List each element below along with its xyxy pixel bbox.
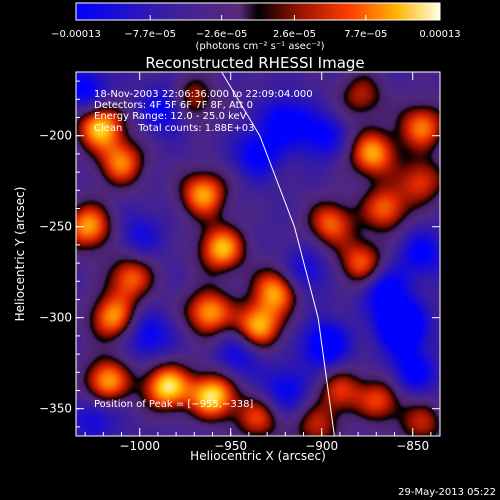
y-tick-label: −200 — [39, 129, 72, 143]
annotation-clean-counts: Clean Total counts: 1.88E+03 — [94, 123, 254, 134]
plot-frame — [75, 71, 441, 437]
colorbar-tick-label: 0.00013 — [419, 29, 460, 40]
colorbar-tick-label: 2.6e−05 — [273, 29, 316, 40]
x-axis-label: Heliocentric X (arcsec) — [190, 449, 326, 463]
colorbar-units: (photons cm⁻² s⁻¹ asec⁻²) — [195, 41, 324, 52]
colorbar-frame — [75, 2, 441, 21]
x-tick-label: −850 — [396, 439, 429, 453]
solar-limb-line — [221, 71, 335, 437]
footer-timestamp: 29-May-2013 05:22 — [398, 487, 496, 498]
y-tick-label: −250 — [39, 220, 72, 234]
x-tick-label: −1000 — [119, 439, 160, 453]
y-tick-label: −300 — [39, 311, 72, 325]
chart-title: Reconstructed RHESSI Image — [145, 54, 364, 72]
colorbar: −0.00013 −7.7e−05 −2.6e−05 2.6e−05 7.7e−05 0.… — [51, 2, 461, 52]
colorbar-tick-label: −7.7e−05 — [124, 29, 176, 40]
colorbar-ramp — [76, 3, 440, 20]
annotation-detectors: Detectors: 4F 5F 6F 7F 8F, Att 0 — [94, 100, 253, 111]
colorbar-tick-label: −2.6e−05 — [196, 29, 248, 40]
annotation-time-range: 18-Nov-2003 22:06:36.000 to 22:09:04.000 — [94, 89, 313, 100]
annotation-energy-range: Energy Range: 12.0 - 25.0 keV — [94, 111, 247, 122]
x-tick-label: −950 — [214, 439, 247, 453]
y-axis-label: Heliocentric Y (arcsec) — [13, 187, 27, 322]
colorbar-tick-label: 7.7e−05 — [344, 29, 387, 40]
y-tick-label: −350 — [39, 402, 72, 416]
plot-area: −1000 −950 −900 −850 −200 −250 −300 −350 — [39, 71, 441, 453]
colorbar-tick-label: −0.00013 — [51, 29, 101, 40]
peak-position-label: Position of Peak = [−955,−338] — [94, 399, 253, 410]
x-tick-label: −900 — [305, 439, 338, 453]
